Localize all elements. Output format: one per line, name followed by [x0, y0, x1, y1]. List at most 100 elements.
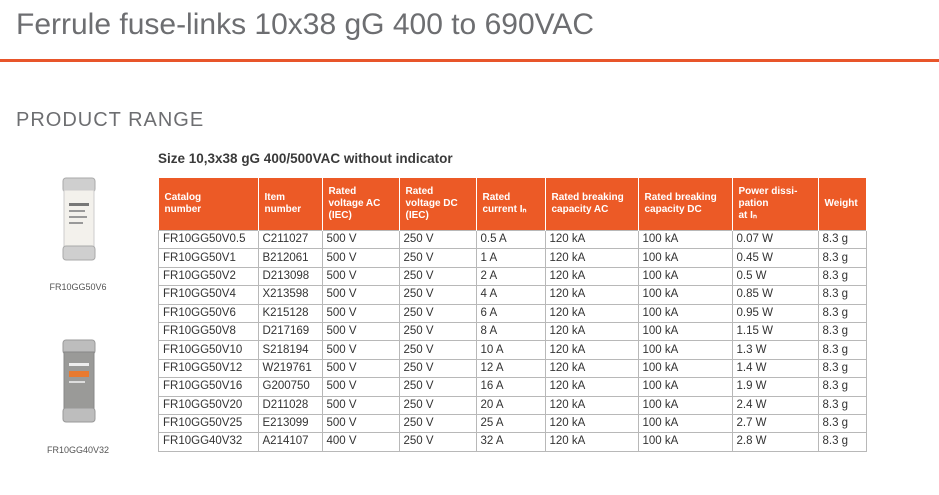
table-cell: 2.8 W: [731, 432, 819, 452]
table-cell: 20 A: [475, 395, 546, 415]
table-cell: 32 A: [475, 432, 546, 452]
table-cell: 500 V: [321, 266, 400, 287]
table-cell: 100 kA: [637, 229, 733, 250]
table-cell: FR10GG50V2: [158, 266, 259, 287]
table-cell: 8.3 g: [817, 229, 867, 250]
table-cell: 100 kA: [637, 285, 733, 305]
table-cell: 120 kA: [544, 229, 639, 250]
table-cell: B212061: [257, 248, 323, 268]
table-cell: 120 kA: [544, 303, 639, 323]
header-row: Catalog number Item number Rated voltage AC (I…: [158, 178, 867, 231]
table-cell: FR10GG50V0.5: [158, 229, 259, 250]
table-cell: 4 A: [475, 285, 546, 305]
table-cell: FR10GG50V12: [158, 358, 259, 379]
table-cell: W219761: [257, 358, 323, 379]
header-line: Rated breaking: [551, 192, 624, 203]
table-cell: 100 kA: [637, 321, 733, 342]
table-cell: 500 V: [321, 395, 400, 415]
table-cell: 250 V: [398, 395, 477, 415]
table-row: FR10GG50V20 D211028 500 V 250 V 20 A 120 kA 10…: [158, 395, 867, 415]
table-cell: 8.3 g: [817, 340, 867, 360]
product-label: FR10GG40V32: [46, 445, 110, 455]
table-cell: 0.5 A: [475, 229, 546, 250]
column-header: Rated voltage AC (IEC): [322, 178, 400, 231]
table-cell: 2.7 W: [731, 413, 819, 434]
table-cell: 0.07 W: [731, 229, 819, 250]
table-cell: 250 V: [398, 321, 477, 342]
table-cell: 120 kA: [544, 266, 639, 287]
column-header: Weight: [818, 178, 867, 231]
table-cell: C211027: [257, 229, 323, 250]
table-cell: 250 V: [398, 358, 477, 379]
table-cell: 120 kA: [544, 432, 639, 452]
table-cell: 100 kA: [637, 266, 733, 287]
table-cell: 8.3 g: [817, 266, 867, 287]
divider: [0, 59, 939, 62]
table-cell: 1.4 W: [731, 358, 819, 379]
table-cell: 100 kA: [637, 340, 733, 360]
table-cell: 1.9 W: [731, 377, 819, 397]
table-cell: 1.3 W: [731, 340, 819, 360]
table-cell: 0.95 W: [731, 303, 819, 323]
product-label: FR10GG50V6: [49, 282, 107, 292]
column-header: Power dissi-pation at Iₙ: [732, 178, 819, 231]
table-cell: 100 kA: [637, 395, 733, 415]
table-cell: 250 V: [398, 303, 477, 323]
table-cell: 100 kA: [637, 413, 733, 434]
table-cell: S218194: [257, 340, 323, 360]
table-cell: FR10GG50V25: [158, 413, 259, 434]
table-cell: FR10GG50V4: [158, 285, 259, 305]
table-cell: K215128: [257, 303, 323, 323]
table-cell: 1 A: [475, 248, 546, 268]
table-row: FR10GG50V12 W219761 500 V 250 V 12 A 120 kA 10…: [158, 358, 867, 379]
header-line: voltage DC: [405, 198, 458, 209]
table-cell: 250 V: [398, 413, 477, 434]
header-line: voltage AC: [328, 198, 381, 209]
table-cell: FR10GG50V1: [158, 248, 259, 268]
page-title: Ferrule fuse-links 10x38 gG 400 to 690VA…: [16, 8, 595, 41]
table-cell: 120 kA: [544, 413, 639, 434]
table-cell: 2.4 W: [731, 395, 819, 415]
table-cell: FR10GG40V32: [158, 432, 259, 452]
table-cell: 250 V: [398, 432, 477, 452]
table-cell: 250 V: [398, 340, 477, 360]
table-cell: E213099: [257, 413, 323, 434]
table-cell: 12 A: [475, 358, 546, 379]
table-cell: 500 V: [321, 303, 400, 323]
table-cell: 8.3 g: [817, 303, 867, 323]
table-cell: 250 V: [398, 377, 477, 397]
table-cell: 100 kA: [637, 377, 733, 397]
table-cell: FR10GG50V10: [158, 340, 259, 360]
header-line: Rated breaking: [644, 192, 717, 203]
table-cell: 250 V: [398, 285, 477, 305]
table-cell: D213098: [257, 266, 323, 287]
table-cell: 8.3 g: [817, 432, 867, 452]
header-line: Item: [264, 192, 286, 203]
header-line: capacity DC: [644, 204, 702, 215]
table-cell: 100 kA: [637, 358, 733, 379]
table-cell: 2 A: [475, 266, 546, 287]
table-row: FR10GG40V32 A214107 400 V 250 V 32 A 120 kA 10…: [158, 432, 867, 452]
table-cell: A214107: [257, 432, 323, 452]
table-cell: FR10GG50V8: [158, 321, 259, 342]
table-cell: 500 V: [321, 248, 400, 268]
column-header: Rated current Iₙ: [476, 178, 546, 231]
table-cell: D211028: [257, 395, 323, 415]
table-cell: 500 V: [321, 358, 400, 379]
table-cell: 10 A: [475, 340, 546, 360]
table-cell: 120 kA: [544, 395, 639, 415]
table-cell: 120 kA: [544, 377, 639, 397]
table-cell: FR10GG50V6: [158, 303, 259, 323]
table-cell: 120 kA: [544, 340, 639, 360]
column-header: Rated breaking capacity DC: [638, 178, 733, 231]
table-cell: 500 V: [321, 413, 400, 434]
table-cell: FR10GG50V20: [158, 395, 259, 415]
header-line: (IEC): [328, 210, 352, 221]
table-cell: 120 kA: [544, 248, 639, 268]
header-line: Weight: [824, 198, 858, 209]
header-line: Power dissi-: [738, 186, 798, 197]
